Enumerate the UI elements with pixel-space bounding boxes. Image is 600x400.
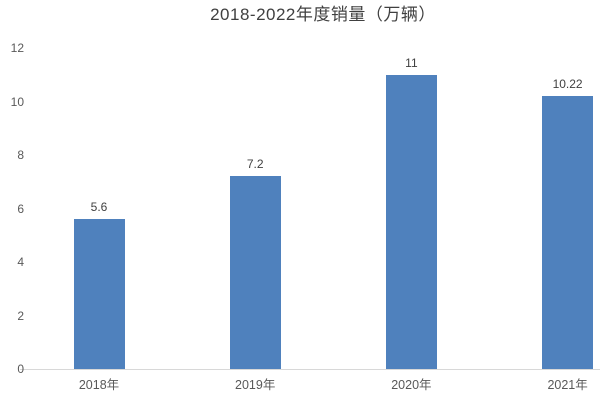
bar-data-label: 7.2 [246, 157, 264, 172]
x-category-label: 2021年 [547, 378, 588, 392]
y-tick-label: 10 [10, 94, 24, 109]
x-category-label: 2020年 [391, 378, 432, 392]
chart-title: 2018-2022年度销量（万辆） [210, 5, 436, 24]
x-category-label: 2018年 [78, 378, 120, 392]
bar-data-label: 11 [405, 55, 418, 70]
bar-data-label: 5.6 [90, 200, 108, 215]
bar[interactable] [385, 74, 437, 369]
y-tick-label: 6 [17, 201, 24, 216]
y-tick-label: 12 [10, 41, 24, 55]
bar[interactable] [73, 219, 125, 369]
y-tick-label: 0 [17, 362, 24, 376]
y-tick-label: 2 [17, 308, 24, 323]
bar[interactable] [542, 95, 594, 369]
bar-data-label: 10.22 [552, 76, 583, 91]
bar[interactable] [229, 176, 281, 369]
x-category-label: 2019年 [235, 378, 276, 392]
x-axis-line [20, 369, 600, 370]
y-tick-label: 8 [17, 148, 24, 162]
y-tick-label: 4 [17, 255, 24, 269]
